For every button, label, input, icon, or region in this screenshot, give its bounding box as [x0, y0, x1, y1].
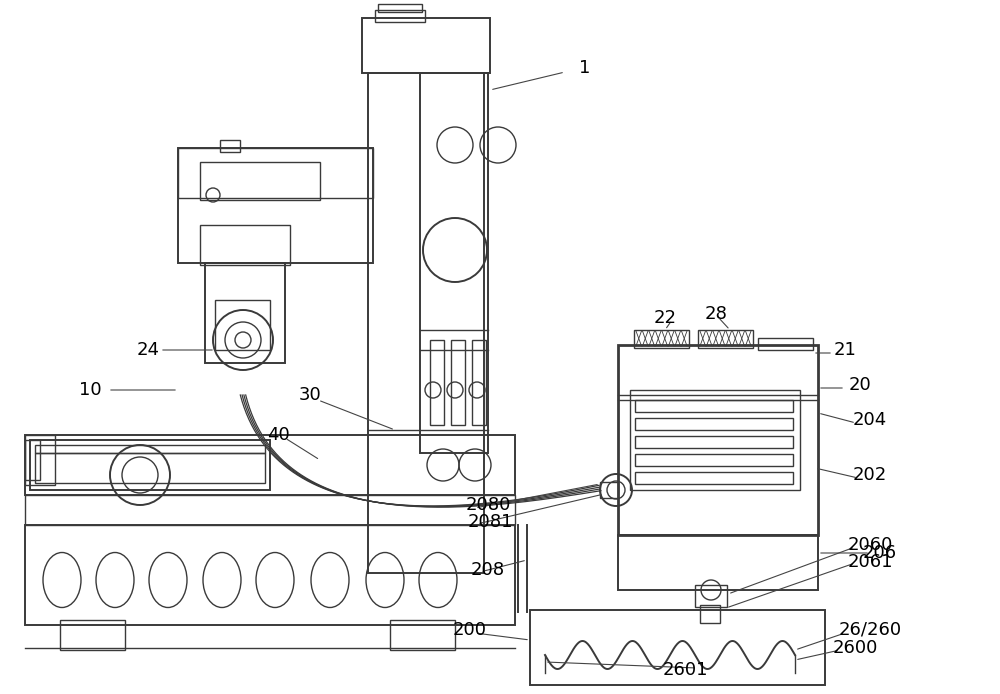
Bar: [35, 453, 265, 483]
Bar: [635, 418, 793, 430]
Bar: [178, 148, 373, 198]
Text: 28: 28: [705, 305, 727, 323]
Text: 26/260: 26/260: [838, 621, 902, 639]
Bar: [530, 610, 825, 685]
Text: 208: 208: [471, 561, 505, 579]
Bar: [390, 620, 455, 650]
Text: 20: 20: [849, 376, 871, 394]
Bar: [375, 10, 425, 22]
Text: 24: 24: [136, 341, 160, 359]
Text: 1: 1: [579, 59, 591, 77]
Bar: [634, 330, 689, 348]
Text: 21: 21: [834, 341, 856, 359]
Text: 40: 40: [267, 426, 289, 444]
Bar: [362, 18, 490, 73]
Bar: [635, 472, 793, 484]
Text: 10: 10: [79, 381, 101, 399]
Bar: [695, 585, 727, 607]
Text: 2061: 2061: [847, 553, 893, 571]
Text: 2060: 2060: [847, 536, 893, 554]
Bar: [635, 436, 793, 448]
Bar: [630, 390, 800, 490]
Text: 30: 30: [299, 386, 321, 404]
Bar: [200, 225, 290, 265]
Bar: [25, 435, 55, 485]
Bar: [25, 440, 40, 480]
Bar: [700, 605, 720, 623]
Bar: [220, 140, 240, 152]
Text: 206: 206: [863, 544, 897, 562]
Bar: [420, 73, 488, 453]
Bar: [635, 454, 793, 466]
Bar: [60, 620, 125, 650]
Text: 2600: 2600: [832, 639, 878, 657]
Text: 200: 200: [453, 621, 487, 639]
Bar: [35, 445, 265, 453]
Bar: [618, 535, 818, 590]
Text: 202: 202: [853, 466, 887, 484]
Bar: [635, 400, 793, 412]
Bar: [378, 4, 422, 12]
Bar: [205, 263, 285, 363]
Bar: [430, 340, 444, 425]
Bar: [368, 73, 484, 573]
Text: 2081: 2081: [467, 513, 513, 531]
Bar: [451, 340, 465, 425]
Bar: [472, 340, 486, 425]
Bar: [25, 525, 515, 625]
Bar: [215, 300, 270, 350]
Bar: [25, 495, 515, 525]
Bar: [618, 345, 818, 535]
Bar: [698, 330, 753, 348]
Bar: [178, 148, 373, 263]
Text: 2080: 2080: [465, 496, 511, 514]
Bar: [758, 338, 813, 350]
Text: 204: 204: [853, 411, 887, 429]
Bar: [30, 440, 270, 490]
Bar: [200, 162, 320, 200]
Text: 2601: 2601: [662, 661, 708, 679]
Bar: [600, 482, 618, 498]
Bar: [25, 435, 515, 495]
Text: 22: 22: [654, 309, 676, 327]
